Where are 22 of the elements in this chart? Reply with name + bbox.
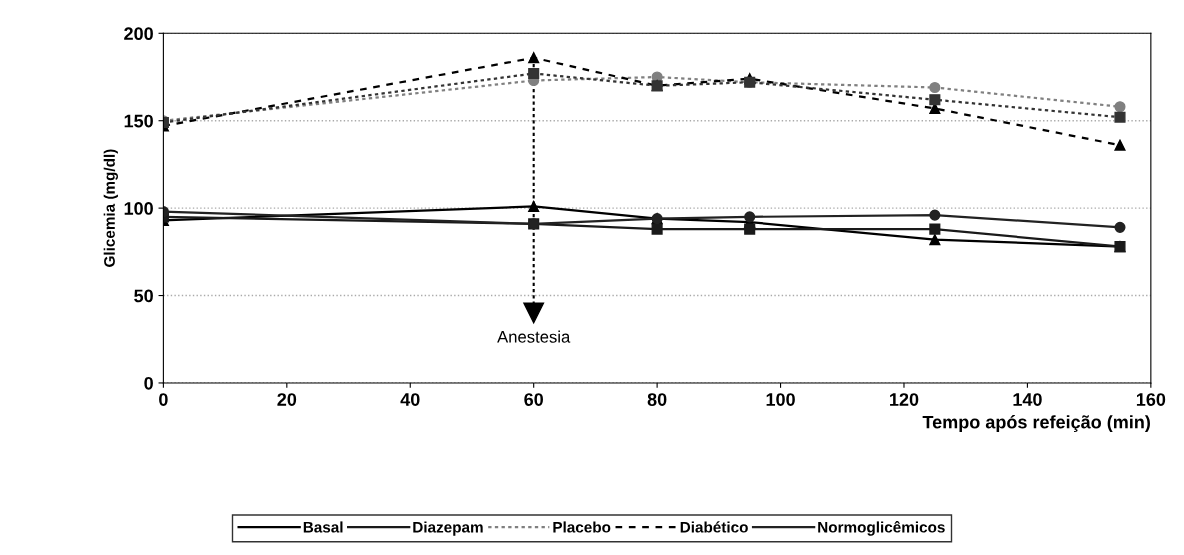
x-tick-label: 160: [1136, 393, 1166, 406]
legend-label: Normoglicêmicos: [818, 521, 945, 536]
legend-label: Basal: [303, 521, 343, 533]
legend-label: Diazepam: [413, 521, 483, 536]
x-axis-title: Tempo após refeição (min): [922, 415, 1150, 433]
x-tick-label: 0: [159, 393, 168, 406]
x-tick-label: 40: [400, 393, 420, 406]
y-axis-title: Glicemia (mg/dl): [103, 149, 118, 267]
y-tick-label: 200: [124, 27, 153, 41]
legend-label: Diabético: [680, 521, 748, 533]
x-tick-label: 140: [1013, 393, 1042, 406]
y-tick-label: 50: [134, 289, 153, 303]
x-tick-label: 80: [647, 393, 667, 406]
x-tick-label: 20: [277, 393, 297, 406]
x-tick-label: 120: [890, 393, 919, 406]
ref-line-label: Anestesia: [497, 330, 571, 343]
legend-label: Placebo: [553, 521, 611, 533]
y-tick-label: 150: [124, 114, 153, 128]
x-tick-label: 100: [766, 393, 795, 406]
y-tick-label: 100: [124, 202, 153, 215]
x-tick-label: 60: [524, 393, 543, 406]
y-tick-label: 0: [144, 376, 153, 390]
